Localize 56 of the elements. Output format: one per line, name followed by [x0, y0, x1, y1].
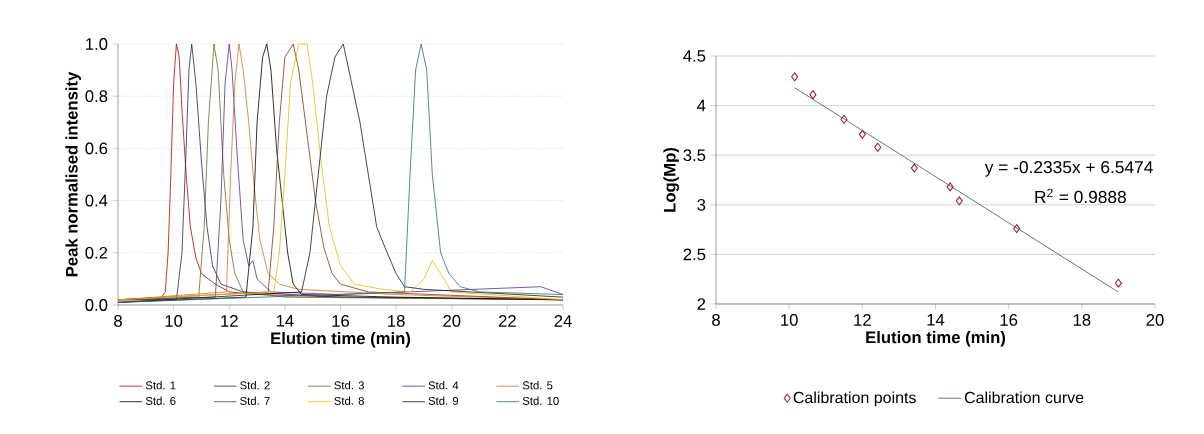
legend-label: Std. 1 — [145, 381, 176, 390]
point — [791, 72, 799, 82]
y-tick-label: 0.6 — [85, 142, 108, 155]
x-axis-title: Elution time (min) — [271, 331, 411, 348]
x-tick-label: 18 — [1073, 314, 1091, 326]
y-tick-label: 0.8 — [85, 90, 108, 103]
legend-label: Std. 5 — [522, 381, 553, 390]
point — [874, 142, 882, 152]
y-axis-title: Peak normalised intensity — [65, 71, 81, 277]
y-tick-label: 3.5 — [683, 149, 706, 162]
point — [858, 129, 866, 139]
x-tick-label: 16 — [332, 315, 350, 327]
y-tick-label: 3 — [697, 198, 706, 211]
legend-label: Std. 6 — [145, 396, 176, 405]
y-tick-label: 0.4 — [85, 194, 108, 207]
x-tick-label: 12 — [221, 315, 238, 327]
point — [809, 90, 817, 100]
point — [910, 163, 918, 173]
y-tick-label: 4 — [697, 99, 706, 112]
x-axis-title: Elution time (min) — [866, 330, 1006, 347]
point — [955, 196, 963, 206]
x-tick-label: 16 — [1000, 314, 1018, 326]
point — [1013, 224, 1021, 234]
annotation: R$^{2}$ = 0.9888 — [1035, 188, 1126, 204]
legend-label: Calibration curve — [964, 391, 1084, 404]
x-tick-label: 12 — [854, 314, 871, 326]
x-tick-label: 20 — [443, 315, 461, 327]
point — [1114, 278, 1122, 288]
point — [946, 182, 954, 192]
y-tick-label: 4.5 — [683, 50, 706, 62]
legend-label: Std. 7 — [240, 396, 270, 405]
x-tick-label: 10 — [781, 314, 798, 326]
legend-label: Std. 2 — [240, 381, 270, 390]
x-tick-label: 8 — [114, 315, 122, 327]
x-tick-label: 20 — [1146, 314, 1164, 326]
legend-label: Calibration points — [793, 391, 916, 407]
y-tick-label: 2.5 — [683, 248, 706, 261]
point — [840, 114, 848, 125]
y-tick-label: 2 — [697, 298, 706, 310]
x-tick-label: 24 — [554, 315, 572, 327]
legend-label: Std. 10 — [522, 396, 559, 405]
y-tick-label: 0.2 — [85, 246, 108, 259]
legend-label: Std. 4 — [428, 381, 459, 390]
y-axis-title: Log(Mp) — [663, 147, 679, 212]
legend-label: Std. 8 — [334, 396, 364, 405]
x-tick-label: 10 — [165, 315, 183, 327]
annotation: y = -0.2335x + 6.5474 — [984, 160, 1153, 177]
x-tick-label: 14 — [276, 315, 294, 327]
legend-label: Std. 9 — [428, 396, 459, 405]
x-tick-label: 18 — [388, 315, 405, 327]
legend-label: Std. 3 — [334, 381, 364, 390]
x-tick-label: 14 — [927, 314, 945, 326]
y-tick-label: 0.0 — [85, 299, 108, 311]
x-tick-label: 22 — [498, 315, 516, 327]
x-tick-label: 8 — [712, 314, 720, 326]
y-tick-label: 1.0 — [86, 38, 108, 50]
